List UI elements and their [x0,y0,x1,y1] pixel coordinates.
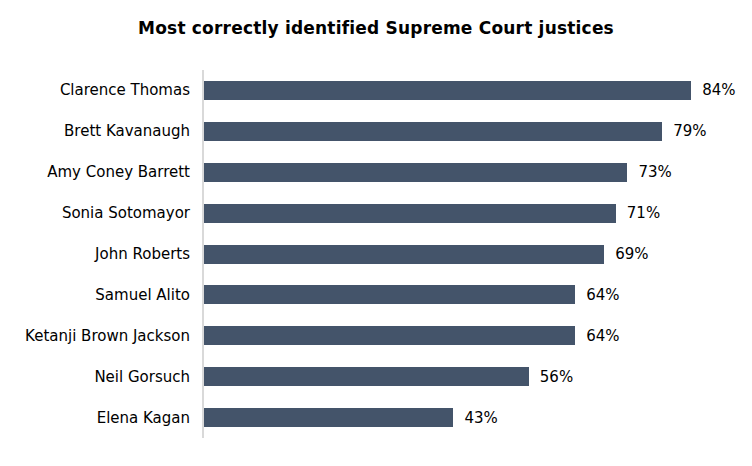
bar-row: Brett Kavanaugh 79% [0,111,752,152]
bar-row: Clarence Thomas 84% [0,70,752,111]
category-label: Clarence Thomas [0,81,202,99]
bar [204,245,604,264]
category-label: John Roberts [0,245,202,263]
bar-track: 64% [202,274,752,315]
bar [204,122,662,141]
value-label: 73% [638,163,671,181]
bar-track: 79% [202,111,752,152]
chart-title: Most correctly identified Supreme Court … [0,18,752,38]
bar [204,367,529,386]
bar-row: Amy Coney Barrett 73% [0,152,752,193]
bar-row: Samuel Alito 64% [0,274,752,315]
value-label: 69% [615,245,648,263]
bar-track: 64% [202,315,752,356]
category-label: Neil Gorsuch [0,368,202,386]
bar-track: 43% [202,397,752,438]
category-label: Brett Kavanaugh [0,122,202,140]
bar-row: Neil Gorsuch 56% [0,356,752,397]
value-label: 64% [586,286,619,304]
bar-track: 56% [202,356,752,397]
category-label: Ketanji Brown Jackson [0,327,202,345]
bar-row: Ketanji Brown Jackson 64% [0,315,752,356]
value-label: 71% [627,204,660,222]
bar-row: Sonia Sotomayor 71% [0,193,752,234]
category-label: Amy Coney Barrett [0,163,202,181]
category-label: Sonia Sotomayor [0,204,202,222]
bar [204,326,575,345]
plot-area: Clarence Thomas 84% Brett Kavanaugh 79% … [0,70,752,438]
bar-track: 84% [202,70,752,111]
bar-row: Elena Kagan 43% [0,397,752,438]
bar [204,285,575,304]
bar-track: 69% [202,234,752,275]
bar-track: 71% [202,193,752,234]
category-label: Elena Kagan [0,409,202,427]
value-label: 43% [464,409,497,427]
category-label: Samuel Alito [0,286,202,304]
bar-row: John Roberts 69% [0,234,752,275]
bar [204,204,616,223]
bar [204,408,453,427]
bar-track: 73% [202,152,752,193]
value-label: 56% [540,368,573,386]
value-label: 79% [673,122,706,140]
value-label: 84% [702,81,735,99]
bar [204,81,691,100]
bar [204,163,627,182]
value-label: 64% [586,327,619,345]
bar-chart: Most correctly identified Supreme Court … [0,0,752,466]
